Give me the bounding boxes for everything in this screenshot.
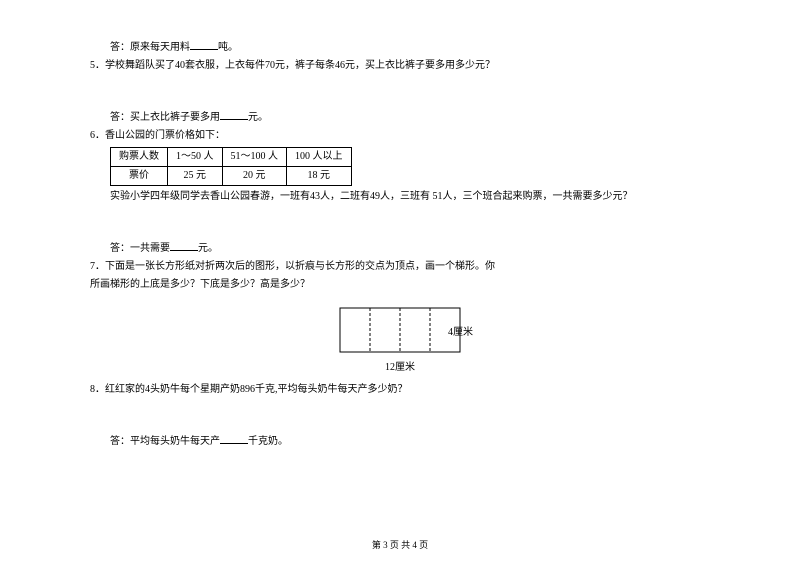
q5-text: 5．学校舞蹈队买了40套衣服，上衣每件70元，裤子每条46元，买上衣比裤子要多用… — [90, 58, 710, 74]
q8-unit: 千克奶。 — [248, 436, 288, 447]
table-cell: 18 元 — [287, 167, 352, 186]
q6-answer-text: 答：一共需要 — [110, 243, 170, 254]
blank — [220, 110, 248, 120]
q5-unit: 元。 — [248, 112, 268, 123]
q6-text: 6．香山公园的门票价格如下： — [90, 128, 710, 144]
table-cell: 1～50 人 — [168, 148, 223, 167]
q5-answer-line: 答：买上衣比裤子要多用 元。 — [90, 110, 710, 126]
figure-label-bottom: 12厘米 — [300, 360, 500, 376]
q8-answer-text: 答：平均每头奶牛每天产 — [110, 436, 220, 447]
table-cell: 票价 — [111, 167, 168, 186]
blank — [170, 241, 198, 251]
q7-line2: 所画梯形的上底是多少？下底是多少？高是多少？ — [90, 277, 710, 293]
figure-label-right: 4厘米 — [448, 325, 473, 341]
q6-unit: 元。 — [198, 243, 218, 254]
q7-line1: 7．下面是一张长方形纸对折两次后的图形，以折痕与长方形的交点为顶点，画一个梯形。… — [90, 259, 710, 275]
q8-text: 8．红红家的4头奶牛每个星期产奶896千克,平均每头奶牛每天产多少奶？ — [90, 382, 710, 398]
blank — [220, 434, 248, 444]
q6-body: 实验小学四年级同学去香山公园春游，一班有43人，二班有49人，三班有 51人，三… — [90, 189, 710, 205]
q8-answer-line: 答：平均每头奶牛每天产 千克奶。 — [90, 434, 710, 450]
table-row: 购票人数 1～50 人 51～100 人 100 人以上 — [111, 148, 352, 167]
table-cell: 25 元 — [168, 167, 223, 186]
price-table: 购票人数 1～50 人 51～100 人 100 人以上 票价 25 元 20 … — [110, 147, 352, 186]
q6-answer-line: 答：一共需要 元。 — [90, 241, 710, 257]
table-cell: 100 人以上 — [287, 148, 352, 167]
table-row: 票价 25 元 20 元 18 元 — [111, 167, 352, 186]
q4-answer-text: 答：原来每天用料 — [110, 42, 190, 53]
q4-answer-line: 答：原来每天用料 吨。 — [90, 40, 710, 56]
q4-unit: 吨。 — [218, 42, 238, 53]
table-cell: 购票人数 — [111, 148, 168, 167]
table-cell: 51～100 人 — [222, 148, 287, 167]
page-footer: 第 3 页 共 4 页 — [0, 538, 800, 551]
q5-answer-text: 答：买上衣比裤子要多用 — [110, 112, 220, 123]
rectangle-figure: 4厘米 12厘米 — [300, 303, 500, 376]
document-content: 答：原来每天用料 吨。 5．学校舞蹈队买了40套衣服，上衣每件70元，裤子每条46… — [90, 40, 710, 450]
blank — [190, 40, 218, 50]
table-cell: 20 元 — [222, 167, 287, 186]
